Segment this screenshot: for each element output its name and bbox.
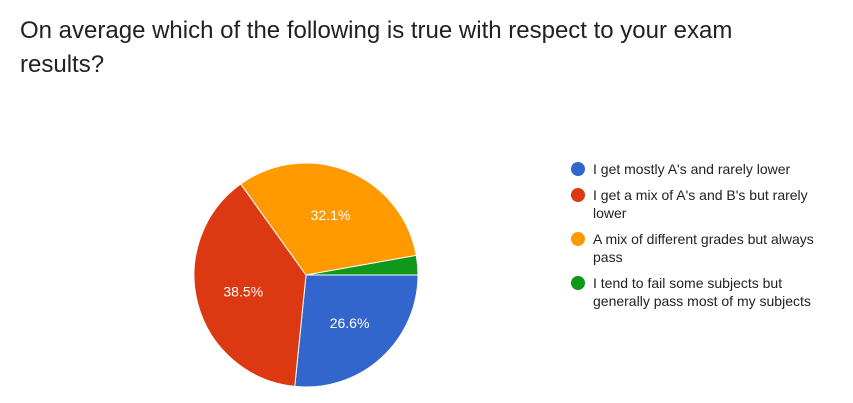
legend-item-tend-to-fail[interactable]: I tend to fail some subjects but general…: [571, 274, 841, 310]
legend-label: A mix of different grades but always pas…: [593, 231, 814, 265]
legend-label: I get mostly A's and rarely lower: [593, 161, 791, 177]
pie-slice-mix-different[interactable]: [240, 162, 417, 276]
chart-legend: I get mostly A's and rarely lower I get …: [571, 160, 841, 318]
legend-marker: [571, 162, 585, 176]
legend-item-mix-different[interactable]: A mix of different grades but always pas…: [571, 230, 841, 266]
pie-slice-mix-a-b[interactable]: [193, 183, 307, 387]
pie-slice-tend-to-fail[interactable]: [305, 254, 419, 276]
pie-slice-mostly-a[interactable]: [294, 274, 419, 388]
legend-label: I get a mix of A's and B's but rarely lo…: [593, 187, 808, 221]
legend-item-mostly-a[interactable]: I get mostly A's and rarely lower: [571, 160, 841, 178]
pie-slice-percent-label: 32.1%: [311, 207, 351, 223]
legend-marker: [571, 276, 585, 290]
chart-title: On average which of the following is tru…: [20, 17, 733, 78]
legend-marker: [571, 188, 585, 202]
pie-slice-percent-label: 26.6%: [330, 315, 370, 331]
legend-label: I tend to fail some subjects but general…: [593, 275, 811, 309]
pie-slice-percent-label: 38.5%: [223, 284, 263, 300]
legend-item-mix-a-b[interactable]: I get a mix of A's and B's but rarely lo…: [571, 186, 841, 222]
legend-marker: [571, 232, 585, 246]
